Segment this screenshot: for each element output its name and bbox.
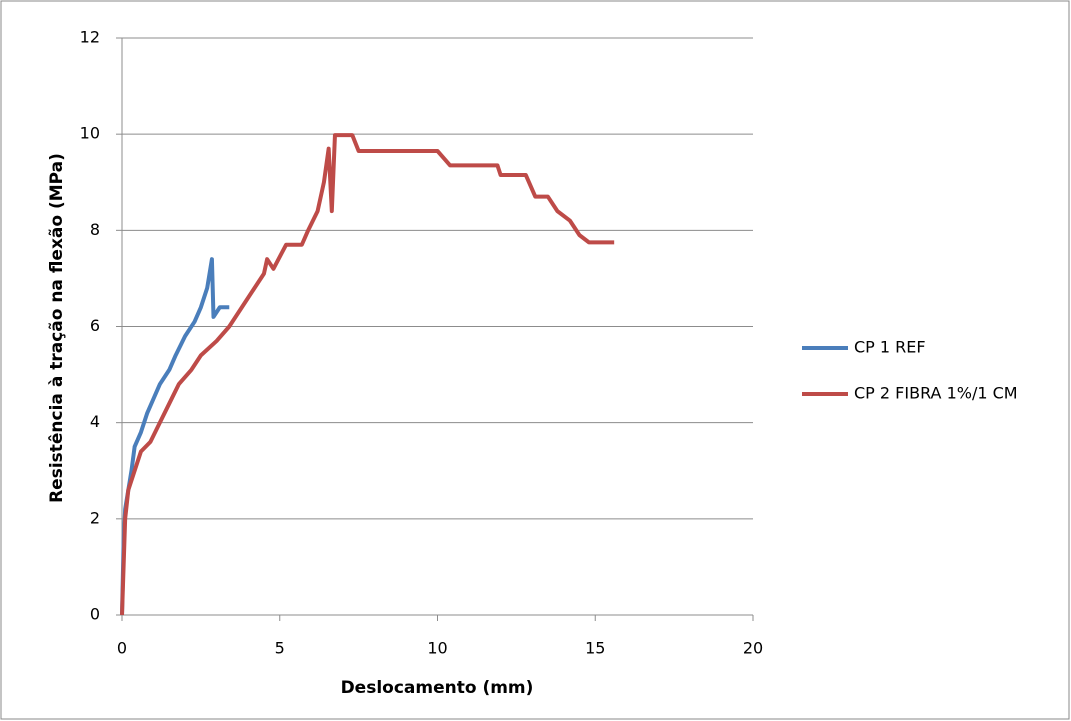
x-axis-label: Deslocamento (mm) <box>341 678 534 698</box>
legend-label: CP 1 REF <box>854 338 926 357</box>
x-tick-label: 20 <box>743 639 763 658</box>
legend-label: CP 2 FIBRA 1%/1 CM <box>854 384 1018 403</box>
y-tick-label: 0 <box>90 605 100 624</box>
y-tick-label: 2 <box>90 508 100 527</box>
y-tick-label: 6 <box>90 316 100 335</box>
x-tick-label: 5 <box>275 639 285 658</box>
x-tick-label: 15 <box>585 639 605 658</box>
x-tick-label: 10 <box>427 639 447 658</box>
x-tick-label: 0 <box>117 639 127 658</box>
y-tick-label: 10 <box>80 124 100 143</box>
series-line <box>120 133 615 616</box>
y-axis-label: Resistência à tração na flexão (MPa) <box>47 153 67 503</box>
y-tick-label: 12 <box>80 28 100 47</box>
y-tick-label: 8 <box>90 220 100 239</box>
y-tick-label: 4 <box>90 412 100 431</box>
